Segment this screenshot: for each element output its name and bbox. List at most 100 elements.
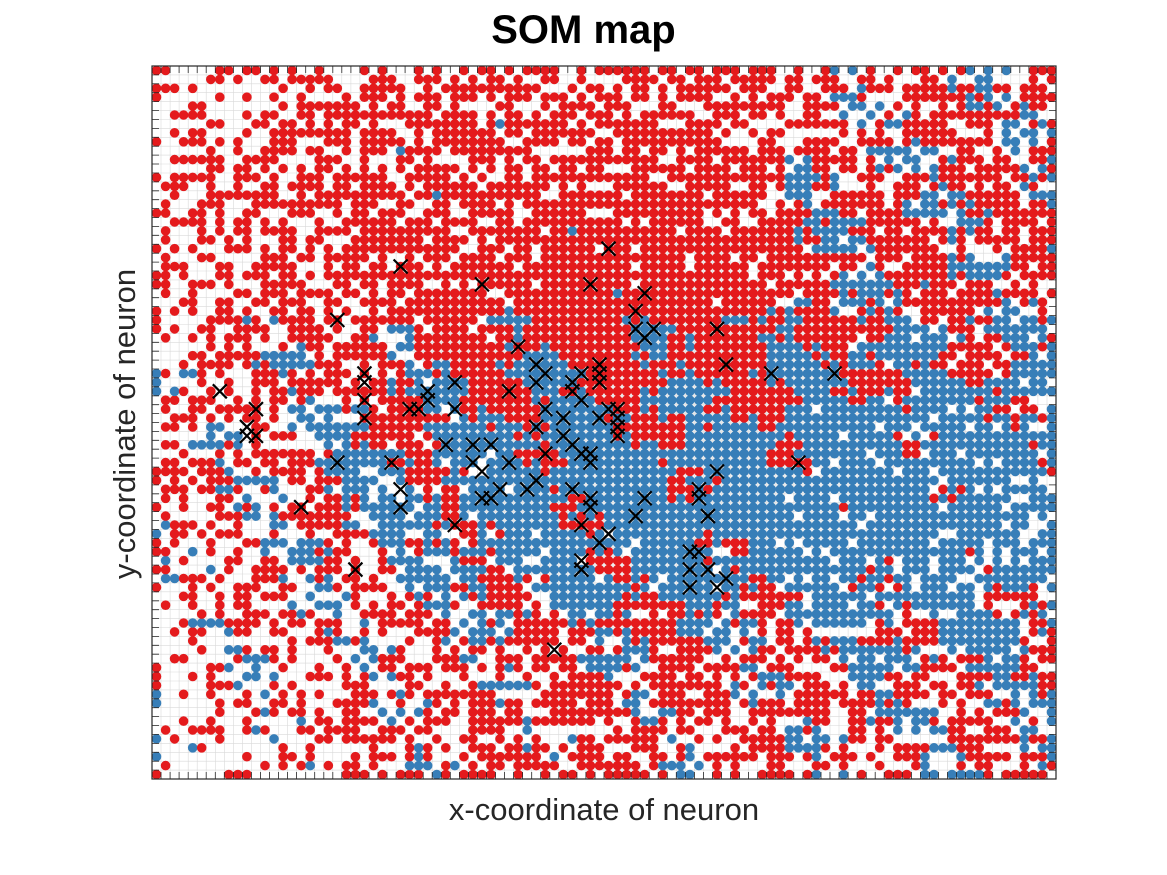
neuron-dot-class-1 — [377, 145, 388, 156]
neuron-dot-class-2 — [386, 377, 397, 388]
neuron-dot-class-2 — [911, 208, 921, 218]
neuron-dot-class-1 — [486, 618, 496, 628]
neuron-dot-class-2 — [468, 564, 478, 575]
neuron-dot-class-1 — [820, 137, 831, 147]
neuron-dot-class-1 — [902, 600, 912, 610]
neuron-dot-class-1 — [549, 680, 560, 691]
neuron-dot-class-2 — [865, 413, 876, 423]
neuron-dot-class-1 — [341, 671, 352, 682]
neuron-dot-class-1 — [377, 395, 388, 406]
neuron-dot-class-1 — [468, 555, 478, 566]
neuron-dot-class-2 — [468, 582, 478, 593]
neuron-dot-class-1 — [911, 627, 921, 637]
neuron-dot-class-1 — [413, 163, 424, 174]
neuron-dot-class-2 — [703, 636, 713, 646]
neuron-dot-class-1 — [504, 128, 514, 138]
neuron-dot-class-2 — [712, 493, 722, 504]
neuron-dot-class-2 — [639, 440, 650, 450]
neuron-dot-class-1 — [368, 751, 379, 762]
neuron-dot-class-1 — [486, 377, 496, 388]
neuron-dot-class-1 — [350, 208, 361, 218]
neuron-dot-class-1 — [341, 119, 352, 129]
neuron-dot-class-2 — [802, 743, 813, 753]
neuron-dot-class-1 — [368, 716, 379, 726]
neuron-dot-class-2 — [658, 555, 668, 566]
neuron-dot-class-1 — [269, 181, 279, 192]
neuron-dot-class-2 — [884, 279, 894, 290]
neuron-dot-class-1 — [278, 627, 288, 637]
neuron-dot-class-1 — [495, 751, 505, 762]
neuron-dot-class-1 — [513, 235, 523, 245]
neuron-dot-class-2 — [531, 386, 541, 397]
neuron-dot-class-2 — [856, 431, 867, 441]
neuron-dot-class-1 — [576, 137, 587, 147]
neuron-dot-class-1 — [323, 315, 334, 325]
neuron-dot-class-1 — [802, 680, 813, 691]
neuron-dot-class-1 — [296, 208, 307, 218]
neuron-dot-class-1 — [585, 252, 596, 263]
neuron-dot-class-2 — [884, 618, 894, 628]
neuron-dot-class-1 — [413, 65, 424, 76]
neuron-dot-class-2 — [793, 448, 804, 459]
neuron-dot-class-1 — [386, 181, 397, 192]
neuron-dot-class-1 — [422, 484, 433, 495]
neuron-dot-class-2 — [639, 689, 650, 700]
neuron-dot-class-2 — [865, 422, 876, 432]
neuron-dot-class-1 — [811, 163, 822, 174]
neuron-dot-class-1 — [495, 145, 505, 156]
neuron-dot-class-1 — [667, 288, 677, 299]
neuron-dot-class-1 — [865, 172, 876, 183]
neuron-dot-class-2 — [648, 716, 659, 726]
neuron-dot-class-1 — [522, 671, 532, 682]
neuron-dot-class-2 — [567, 368, 578, 379]
neuron-dot-class-2 — [884, 520, 894, 530]
neuron-dot-class-1 — [612, 181, 623, 192]
neuron-dot-class-1 — [350, 199, 361, 209]
neuron-dot-class-2 — [730, 466, 740, 477]
neuron-dot-class-1 — [513, 110, 523, 120]
neuron-dot-class-1 — [215, 154, 225, 165]
neuron-dot-class-1 — [630, 377, 641, 388]
neuron-dot-class-2 — [730, 555, 740, 566]
neuron-dot-class-2 — [911, 457, 921, 468]
neuron-dot-class-1 — [233, 591, 243, 602]
neuron-dot-class-1 — [386, 217, 397, 227]
neuron-dot-class-1 — [323, 760, 334, 771]
neuron-dot-class-1 — [784, 591, 795, 602]
neuron-dot-class-2 — [865, 538, 876, 548]
neuron-dot-class-1 — [739, 74, 749, 85]
neuron-dot-class-1 — [630, 288, 641, 299]
neuron-dot-class-1 — [196, 466, 207, 477]
neuron-dot-class-1 — [359, 341, 370, 352]
neuron-dot-class-1 — [621, 769, 632, 780]
neuron-dot-class-2 — [911, 591, 921, 602]
neuron-dot-class-1 — [269, 404, 279, 414]
neuron-dot-class-1 — [459, 261, 469, 272]
neuron-dot-class-2 — [531, 520, 541, 530]
neuron-dot-class-1 — [667, 368, 677, 379]
neuron-dot-class-2 — [468, 422, 478, 432]
neuron-dot-class-1 — [630, 181, 641, 192]
neuron-dot-class-1 — [648, 243, 659, 254]
neuron-dot-class-1 — [793, 119, 804, 129]
neuron-dot-class-1 — [911, 261, 921, 272]
neuron-dot-class-1 — [676, 698, 686, 708]
neuron-dot-class-1 — [911, 119, 921, 129]
neuron-dot-class-1 — [911, 440, 921, 450]
neuron-dot-class-2 — [802, 716, 813, 726]
neuron-dot-class-1 — [296, 466, 307, 477]
neuron-dot-class-1 — [450, 128, 460, 138]
neuron-dot-class-2 — [549, 520, 560, 530]
neuron-dot-class-1 — [151, 769, 162, 780]
neuron-dot-class-1 — [215, 65, 225, 76]
neuron-dot-class-2 — [667, 529, 677, 539]
neuron-dot-class-1 — [314, 618, 325, 628]
neuron-dot-class-1 — [305, 743, 316, 753]
neuron-dot-class-2 — [893, 484, 903, 495]
neuron-dot-class-1 — [793, 270, 804, 281]
neuron-dot-class-1 — [766, 422, 776, 432]
neuron-dot-class-1 — [468, 226, 478, 236]
neuron-dot-class-1 — [260, 163, 270, 174]
neuron-dot-class-1 — [612, 760, 623, 771]
neuron-dot-class-1 — [658, 83, 668, 94]
